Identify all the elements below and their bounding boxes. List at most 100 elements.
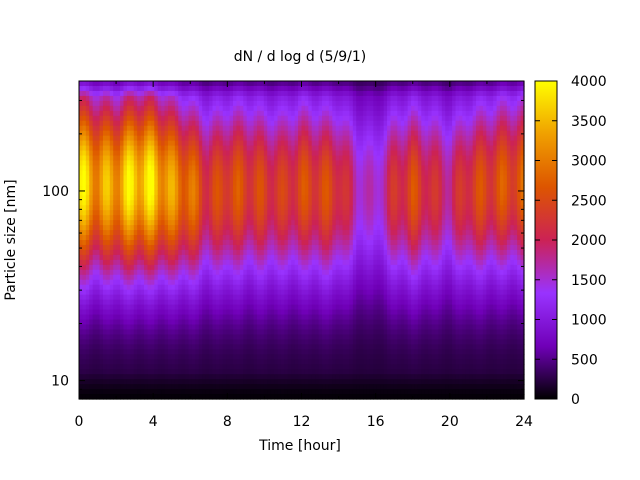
heatmap-cell <box>274 115 279 122</box>
heatmap-cell <box>130 369 135 375</box>
heatmap-cell <box>263 249 268 256</box>
heatmap-cell <box>219 185 224 191</box>
heatmap-cell <box>99 354 104 360</box>
heatmap-cell <box>171 125 176 132</box>
heatmap-cell <box>164 150 169 157</box>
heatmap-cell <box>198 374 203 380</box>
heatmap-cell <box>328 200 333 206</box>
heatmap-cell <box>198 145 203 152</box>
heatmap-cell <box>291 379 296 385</box>
heatmap-cell <box>335 344 340 350</box>
heatmap-cell <box>257 125 262 132</box>
heatmap-cell <box>147 269 152 276</box>
heatmap-cell <box>294 210 299 216</box>
heatmap-cell <box>174 344 179 350</box>
heatmap-cell <box>328 125 333 132</box>
heatmap-cell <box>113 160 118 167</box>
heatmap-cell <box>181 85 186 92</box>
heatmap-cell <box>178 254 183 261</box>
heatmap-cell <box>287 384 292 390</box>
heatmap-cell <box>178 324 183 331</box>
heatmap-cell <box>198 274 203 281</box>
heatmap-cell <box>308 319 313 326</box>
heatmap-cell <box>229 384 234 390</box>
heatmap-cell <box>109 160 114 167</box>
heatmap-cell <box>195 379 200 385</box>
heatmap-cell <box>304 105 309 112</box>
heatmap-cell <box>198 235 203 241</box>
heatmap-cell <box>123 379 128 385</box>
heatmap-cell <box>322 294 327 301</box>
heatmap-cell <box>116 359 121 365</box>
heatmap-cell <box>109 210 114 216</box>
heatmap-cell <box>328 289 333 296</box>
heatmap-cell <box>291 235 296 241</box>
heatmap-cell <box>185 394 190 400</box>
heatmap-cell <box>171 394 176 400</box>
heatmap-cell <box>311 344 316 350</box>
heatmap-cell <box>195 279 200 286</box>
heatmap-cell <box>284 374 289 380</box>
heatmap-cell <box>79 314 84 321</box>
heatmap-cell <box>202 264 207 271</box>
heatmap-cell <box>226 81 231 87</box>
heatmap-cell <box>219 394 224 400</box>
heatmap-cell <box>174 259 179 266</box>
heatmap-cell <box>291 279 296 286</box>
heatmap-cell <box>291 289 296 296</box>
heatmap-cell <box>239 140 244 147</box>
heatmap-cell <box>198 384 203 390</box>
heatmap-cell <box>82 130 87 137</box>
heatmap-cell <box>298 210 303 216</box>
heatmap-cell <box>157 319 162 326</box>
heatmap-cell <box>212 135 217 142</box>
heatmap-cell <box>126 379 131 385</box>
heatmap-cell <box>287 379 292 385</box>
heatmap-cell <box>328 249 333 256</box>
heatmap-cell <box>222 170 227 177</box>
heatmap-cell <box>174 324 179 331</box>
heatmap-cell <box>79 269 84 276</box>
heatmap-cell <box>150 309 155 316</box>
heatmap-cell <box>154 354 159 360</box>
heatmap-cell <box>318 324 323 331</box>
heatmap-cell <box>96 90 101 97</box>
heatmap-cell <box>178 319 183 326</box>
heatmap-cell <box>263 170 268 177</box>
heatmap-cell <box>85 264 90 271</box>
heatmap-cell <box>79 85 84 92</box>
heatmap-cell <box>99 180 104 186</box>
heatmap-cell <box>191 279 196 286</box>
heatmap-cell <box>140 145 145 152</box>
heatmap-cell <box>168 170 173 177</box>
heatmap-cell <box>164 110 169 117</box>
heatmap-cell <box>250 344 255 350</box>
heatmap-cell <box>243 175 248 181</box>
heatmap-cell <box>161 105 166 112</box>
heatmap-cell <box>150 259 155 266</box>
heatmap-cell <box>280 170 285 177</box>
heatmap-cell <box>274 200 279 206</box>
heatmap-cell <box>315 220 320 226</box>
heatmap-cell <box>246 185 251 191</box>
heatmap-cell <box>239 249 244 256</box>
heatmap-cell <box>239 205 244 211</box>
heatmap-cell <box>335 299 340 306</box>
heatmap-cell <box>260 235 265 241</box>
heatmap-cell <box>144 145 149 152</box>
heatmap-cell <box>239 105 244 112</box>
heatmap-cell <box>164 319 169 326</box>
heatmap-cell <box>168 349 173 355</box>
heatmap-cell <box>212 225 217 231</box>
heatmap-cell <box>311 150 316 157</box>
heatmap-cell <box>164 379 169 385</box>
heatmap-cell <box>298 95 303 102</box>
heatmap-cell <box>161 165 166 172</box>
heatmap-cell <box>79 105 84 112</box>
heatmap-cell <box>174 299 179 306</box>
heatmap-cell <box>198 225 203 231</box>
heatmap-cell <box>171 339 176 345</box>
heatmap-cell <box>85 304 90 311</box>
heatmap-cell <box>226 210 231 216</box>
heatmap-cell <box>222 180 227 186</box>
